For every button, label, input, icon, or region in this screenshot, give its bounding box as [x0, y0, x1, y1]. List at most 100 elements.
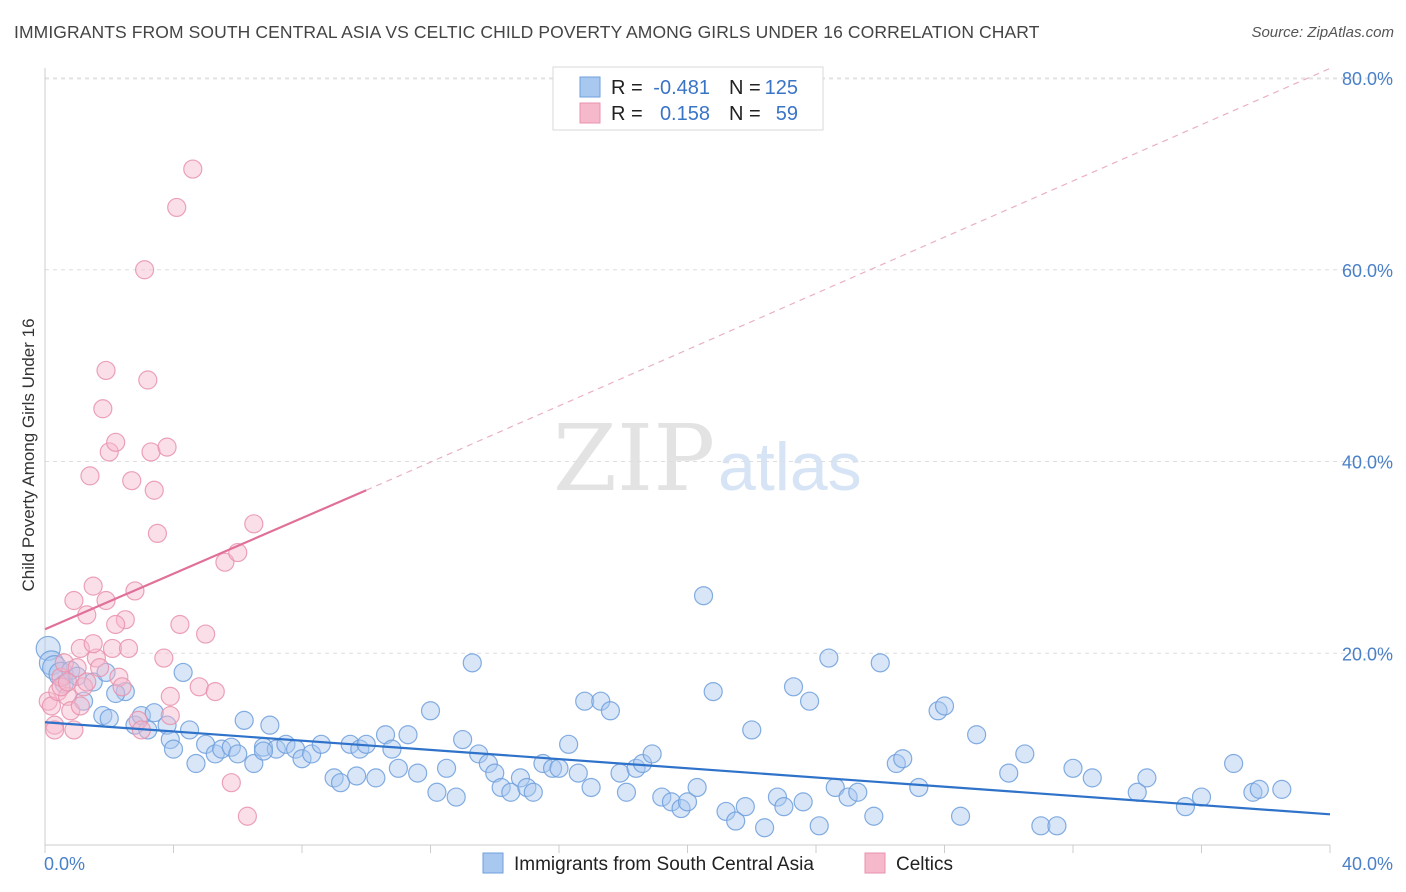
y-tick-labels: 20.0% 40.0% 60.0% 80.0%	[1342, 69, 1393, 664]
point-south-central-asia	[774, 797, 794, 817]
point-south-central-asia	[809, 816, 829, 836]
chart-source: Source: ZipAtlas.com	[1251, 24, 1394, 41]
point-south-central-asia	[549, 758, 569, 778]
point-south-central-asia	[767, 787, 788, 807]
point-celtics	[106, 614, 126, 635]
point-celtics	[57, 686, 78, 706]
legend-r-label-pink: R =	[611, 103, 643, 125]
y-tick-label: 80.0%	[1342, 69, 1393, 89]
point-celtics	[160, 686, 180, 706]
point-south-central-asia	[661, 792, 682, 812]
point-south-central-asia	[186, 753, 206, 774]
point-south-central-asia	[864, 806, 884, 826]
point-celtics	[170, 614, 190, 635]
point-south-central-asia	[967, 725, 987, 745]
point-south-central-asia	[523, 782, 543, 802]
point-celtics	[64, 590, 84, 611]
series-legend-label-pink: Celtics	[896, 854, 953, 875]
trend-lines	[44, 67, 1331, 816]
point-south-central-asia	[99, 708, 119, 729]
point-south-central-asia	[934, 696, 955, 716]
point-south-central-asia	[950, 806, 971, 826]
point-south-central-asia	[453, 729, 473, 750]
point-south-central-asia	[735, 797, 755, 817]
point-south-central-asia	[382, 739, 402, 759]
point-south-central-asia	[999, 763, 1019, 783]
point-south-central-asia	[462, 653, 482, 673]
point-south-central-asia	[742, 720, 762, 740]
point-south-central-asia	[575, 691, 595, 711]
point-south-central-asia	[491, 777, 511, 798]
point-south-central-asia	[398, 725, 418, 745]
point-south-central-asia	[693, 586, 714, 606]
point-south-central-asia	[600, 701, 621, 721]
point-south-central-asia	[1047, 816, 1067, 836]
point-celtics	[134, 260, 155, 280]
point-celtics	[70, 638, 90, 659]
point-celtics	[96, 360, 116, 381]
point-south-central-asia	[330, 773, 351, 793]
x-tick-labels: 0.0% 40.0%	[44, 854, 1393, 874]
point-celtics	[141, 442, 161, 462]
point-south-central-asia	[703, 681, 723, 702]
point-south-central-asia	[677, 792, 698, 812]
point-south-central-asia	[616, 782, 637, 802]
stats-legend: R = -0.481 N = 125 R = 0.158 N = 59	[552, 66, 824, 131]
y-tick-label: 40.0%	[1342, 453, 1393, 473]
point-celtics	[189, 677, 209, 697]
point-celtics	[115, 610, 135, 630]
point-south-central-asia	[1063, 758, 1083, 778]
point-celtics	[41, 696, 62, 716]
point-south-central-asia	[302, 744, 322, 764]
point-south-central-asia	[642, 744, 662, 764]
point-celtics	[244, 514, 264, 534]
point-south-central-asia	[783, 677, 804, 697]
point-south-central-asia	[375, 725, 396, 745]
point-celtics	[54, 653, 74, 673]
chart-title: IMMIGRANTS FROM SOUTH CENTRAL ASIA VS CE…	[14, 22, 1040, 42]
point-celtics	[112, 677, 132, 697]
point-south-central-asia	[610, 763, 630, 783]
point-south-central-asia	[420, 701, 441, 721]
point-south-central-asia	[163, 739, 184, 759]
legend-r-label-blue: R =	[611, 77, 643, 99]
point-celtics	[183, 159, 203, 179]
point-south-central-asia	[388, 758, 408, 778]
series-legend-swatch-blue	[482, 852, 504, 874]
series-legend: Immigrants from South Central Asia Celti…	[482, 852, 953, 875]
point-celtics	[106, 432, 126, 452]
watermark: ZIP atlas	[553, 405, 862, 512]
point-celtics	[118, 638, 139, 659]
grid-lines	[45, 77, 1392, 654]
point-celtics	[80, 466, 100, 486]
point-south-central-asia	[311, 734, 331, 754]
point-celtics	[102, 638, 123, 659]
legend-n-value-blue: 125	[765, 77, 798, 99]
point-south-central-asia	[1191, 787, 1212, 807]
point-south-central-asia	[228, 744, 248, 764]
point-south-central-asia	[652, 787, 672, 807]
axes	[44, 68, 1331, 853]
point-celtics	[144, 480, 164, 500]
point-south-central-asia	[427, 782, 447, 802]
point-celtics	[122, 471, 142, 491]
point-celtics	[77, 672, 97, 692]
trend-line-celtics	[44, 489, 367, 631]
point-south-central-asia	[1249, 779, 1269, 799]
watermark-atlas: atlas	[718, 429, 862, 505]
point-south-central-asia	[848, 782, 868, 802]
point-south-central-asia	[1031, 816, 1051, 836]
point-celtics	[167, 197, 187, 218]
y-tick-label: 20.0%	[1342, 644, 1393, 664]
point-south-central-asia	[591, 691, 611, 711]
point-celtics	[221, 773, 241, 793]
point-celtics	[57, 672, 78, 692]
point-south-central-asia	[485, 763, 505, 783]
legend-n-label-pink: N =	[729, 103, 761, 125]
point-south-central-asia	[568, 763, 588, 783]
y-tick-label: 60.0%	[1342, 261, 1393, 281]
point-celtics	[83, 576, 103, 596]
point-south-central-asia	[347, 766, 367, 786]
point-south-central-asia	[1082, 768, 1102, 788]
series-legend-label-blue: Immigrants from South Central Asia	[514, 854, 814, 875]
